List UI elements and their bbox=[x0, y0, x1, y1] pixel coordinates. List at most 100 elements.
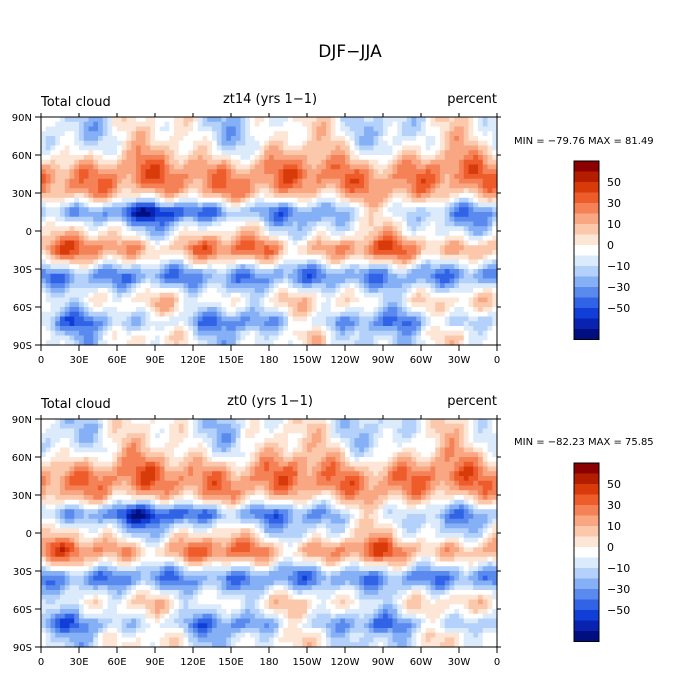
field-cell bbox=[245, 174, 251, 180]
field-cell bbox=[41, 254, 47, 261]
field-cell bbox=[250, 269, 256, 275]
field-cell bbox=[430, 245, 436, 251]
field-cell bbox=[273, 193, 280, 199]
field-cell bbox=[416, 221, 422, 227]
field-cell bbox=[126, 197, 132, 204]
field-cell bbox=[64, 145, 71, 151]
field-cell bbox=[202, 126, 208, 132]
field-cell bbox=[288, 164, 294, 170]
field-cell bbox=[240, 207, 246, 213]
field-cell bbox=[435, 423, 441, 430]
field-cell bbox=[197, 150, 204, 156]
field-cell bbox=[364, 155, 370, 161]
field-cell bbox=[254, 150, 261, 156]
field-cell bbox=[283, 221, 289, 227]
field-cell bbox=[444, 250, 451, 256]
field-cell bbox=[117, 197, 123, 204]
field-cell bbox=[330, 226, 337, 232]
field-cell bbox=[131, 302, 137, 308]
field-cell bbox=[159, 428, 166, 434]
field-cell bbox=[349, 126, 356, 132]
field-cell bbox=[250, 307, 256, 313]
field-cell bbox=[235, 221, 242, 227]
field-cell bbox=[340, 254, 346, 261]
field-cell bbox=[155, 159, 161, 166]
field-cell bbox=[264, 178, 270, 185]
field-cell bbox=[292, 226, 299, 232]
field-cell bbox=[188, 254, 194, 261]
field-cell bbox=[231, 235, 237, 242]
field-cell bbox=[50, 254, 56, 261]
field-cell bbox=[316, 174, 322, 180]
field-cell bbox=[459, 159, 465, 166]
field-cell bbox=[112, 321, 118, 327]
field-cell bbox=[264, 292, 270, 299]
field-cell bbox=[207, 302, 213, 308]
field-cell bbox=[340, 419, 346, 425]
field-cell bbox=[440, 307, 446, 313]
field-cell bbox=[221, 423, 227, 430]
field-cell bbox=[69, 326, 75, 332]
field-cell bbox=[212, 292, 218, 299]
field-cell bbox=[188, 121, 194, 128]
field-cell bbox=[307, 140, 313, 147]
field-cell bbox=[444, 121, 451, 128]
field-cell bbox=[45, 302, 52, 308]
field-cell bbox=[83, 240, 90, 246]
field-cell bbox=[164, 335, 170, 341]
field-cell bbox=[345, 140, 351, 147]
field-cell bbox=[207, 264, 213, 270]
field-cell bbox=[264, 288, 270, 294]
field-cell bbox=[326, 330, 332, 337]
field-cell bbox=[131, 264, 137, 270]
field-cell bbox=[245, 302, 251, 308]
field-cell bbox=[411, 297, 417, 303]
field-cell bbox=[359, 231, 365, 237]
field-cell bbox=[273, 235, 280, 242]
field-cell bbox=[359, 226, 365, 232]
field-cell bbox=[273, 254, 280, 261]
field-cell bbox=[444, 419, 451, 425]
field-cell bbox=[406, 288, 413, 294]
field-cell bbox=[307, 302, 313, 308]
field-cell bbox=[307, 307, 313, 313]
field-cell bbox=[297, 188, 303, 194]
field-cell bbox=[335, 169, 341, 175]
field-cell bbox=[288, 321, 294, 327]
field-cell bbox=[492, 126, 498, 132]
field-cell bbox=[449, 117, 455, 123]
field-cell bbox=[373, 254, 379, 261]
field-cell bbox=[74, 330, 80, 337]
field-cell bbox=[41, 131, 47, 137]
field-cell bbox=[150, 207, 156, 213]
field-cell bbox=[60, 216, 66, 223]
field-cell bbox=[221, 245, 227, 251]
field-cell bbox=[107, 207, 113, 213]
field-cell bbox=[430, 216, 436, 223]
field-cell bbox=[126, 335, 132, 341]
field-cell bbox=[121, 254, 128, 261]
field-cell bbox=[221, 269, 227, 275]
field-cell bbox=[140, 178, 147, 185]
field-cell bbox=[136, 292, 142, 299]
field-cell bbox=[463, 216, 470, 223]
field-cell bbox=[74, 302, 80, 308]
field-cell bbox=[193, 321, 199, 327]
field-cell bbox=[174, 316, 180, 322]
field-cell bbox=[354, 307, 360, 313]
field-cell bbox=[430, 259, 436, 265]
field-cell bbox=[316, 288, 322, 294]
field-cell bbox=[487, 264, 493, 270]
field-cell bbox=[159, 340, 166, 346]
field-cell bbox=[212, 269, 218, 275]
field-cell bbox=[335, 292, 341, 299]
field-cell bbox=[183, 273, 189, 280]
field-cell bbox=[435, 259, 441, 265]
field-cell bbox=[202, 278, 208, 284]
field-cell bbox=[406, 188, 413, 194]
field-cell bbox=[364, 159, 370, 166]
field-cell bbox=[307, 297, 313, 303]
field-cell bbox=[207, 340, 213, 346]
field-cell bbox=[136, 155, 142, 161]
field-cell bbox=[235, 273, 242, 280]
